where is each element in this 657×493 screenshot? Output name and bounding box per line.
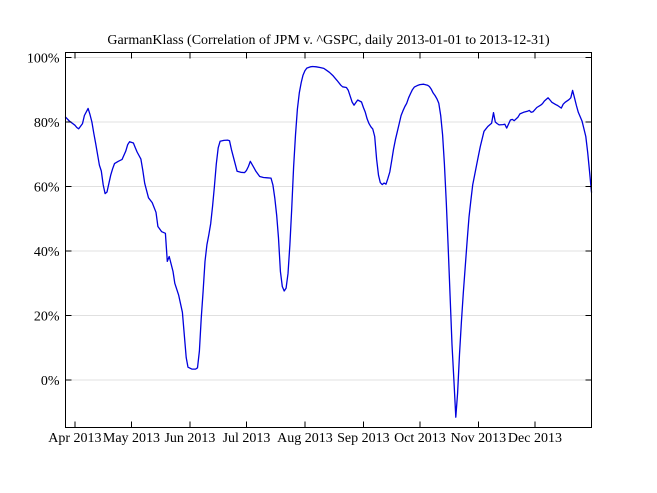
x-tick-label-7: Nov 2013	[451, 431, 507, 446]
x-tick-label-4: Aug 2013	[277, 431, 333, 446]
plot-border	[65, 51, 592, 429]
x-tick-label-8: Dec 2013	[508, 431, 562, 446]
x-tick-label-6: Oct 2013	[394, 431, 446, 446]
x-tick-label-2: Jun 2013	[164, 431, 215, 446]
y-tick-label-3: 40%	[34, 245, 60, 260]
x-tick-label-5: Sep 2013	[337, 431, 390, 446]
x-tick-label-0: Apr 2013	[48, 431, 101, 446]
chart-title: GarmanKlass (Correlation of JPM v. ^GSPC…	[107, 33, 550, 48]
x-tick-label-1: May 2013	[103, 431, 160, 446]
x-tick-label-3: Jul 2013	[223, 431, 271, 446]
data-line	[64, 65, 593, 418]
y-tick-label-1: 80%	[34, 116, 60, 131]
y-tick-label-2: 60%	[34, 180, 60, 195]
y-tick-label-4: 20%	[34, 309, 60, 324]
y-tick-label-5: 0%	[41, 374, 60, 389]
y-tick-label-0: 100%	[27, 51, 60, 66]
